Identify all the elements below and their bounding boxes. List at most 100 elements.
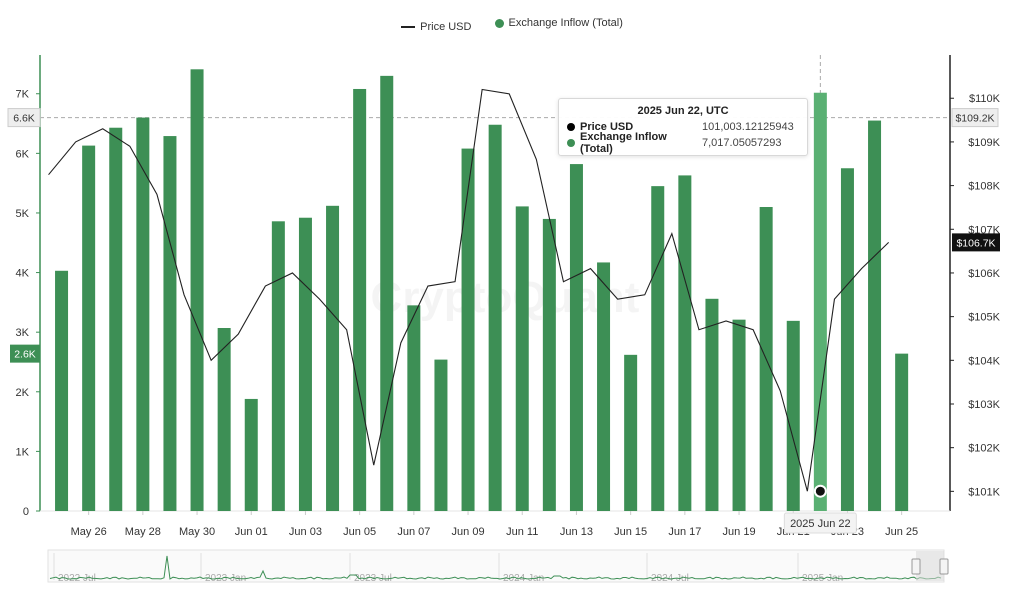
inflow-bar[interactable] <box>217 328 231 511</box>
tooltip-row-price: Price USD 101,003.12125943 <box>567 120 807 133</box>
x-tick-label: Jun 19 <box>723 526 756 538</box>
inflow-bar[interactable] <box>82 145 96 511</box>
hover-tooltip: 2025 Jun 22, UTC Price USD 101,003.12125… <box>558 98 808 156</box>
crosshair-left-label-box <box>7 108 41 128</box>
right-tick-label: $106K <box>968 268 1000 280</box>
inflow-bar[interactable] <box>326 205 340 511</box>
inflow-bar[interactable] <box>678 175 692 511</box>
price-dot-icon <box>567 122 575 131</box>
x-tick-label: Jun 05 <box>343 526 376 538</box>
navigator-series <box>49 555 942 580</box>
x-tick-label: Jun 25 <box>885 526 918 538</box>
right-tick-label: $103K <box>968 399 1000 411</box>
legend-item-inflow[interactable]: Exchange Inflow (Total) <box>494 17 623 29</box>
x-tick-label: Jun 17 <box>668 526 701 538</box>
left-tick-label: 3K <box>16 327 30 339</box>
legend: Price USD Exchange Inflow (Total) <box>0 17 1024 33</box>
inflow-bar[interactable] <box>542 218 556 511</box>
crosshair-right-label: $109.2K <box>955 113 994 125</box>
x-tick-label: May 26 <box>71 526 107 538</box>
left-tick-label: 7K <box>16 89 30 101</box>
x-tick-label: Jun 01 <box>235 526 268 538</box>
inflow-bar[interactable] <box>624 354 638 511</box>
right-tick-label: $107K <box>968 224 1000 236</box>
x-tick-label: Jun 13 <box>560 526 593 538</box>
x-tick-label: Jun 07 <box>397 526 430 538</box>
inflow-bar[interactable] <box>651 186 665 511</box>
inflow-bar[interactable] <box>732 319 746 511</box>
x-tick-label: Jun 03 <box>289 526 322 538</box>
inflow-bar[interactable] <box>840 168 854 512</box>
inflow-bar[interactable] <box>569 164 583 512</box>
right-tick-label: $102K <box>968 443 1000 455</box>
inflow-bar[interactable] <box>55 270 69 511</box>
left-value-marker-label: 2.6K <box>14 349 36 361</box>
legend-label-inflow: Exchange Inflow (Total) <box>508 17 623 29</box>
price-line <box>48 88 890 492</box>
inflow-bar[interactable] <box>895 353 909 511</box>
navigator-handle-right[interactable] <box>939 558 949 575</box>
inflow-bar[interactable] <box>244 398 258 511</box>
left-tick-label: 0 <box>23 506 29 518</box>
right-tick-label: $105K <box>968 312 1000 324</box>
inflow-bar[interactable] <box>515 206 529 511</box>
tooltip-label: Exchange Inflow (Total) <box>580 130 667 155</box>
inflow-bar[interactable] <box>353 88 367 511</box>
navigator-selection[interactable] <box>916 551 944 581</box>
right-tick-label: $101K <box>968 486 1000 498</box>
tooltip-row-inflow: Exchange Inflow (Total) 7,017.05057293 <box>567 131 807 155</box>
dot-swatch-icon <box>494 18 504 28</box>
crosshair-right-label-box <box>951 108 999 128</box>
inflow-bar[interactable] <box>786 320 800 511</box>
inflow-bar[interactable] <box>705 298 719 511</box>
crosshair-left-label: 6.6K <box>13 113 35 125</box>
crosshair-x-label: 2025 Jun 22 <box>790 518 851 530</box>
legend-item-price[interactable]: Price USD <box>401 21 471 33</box>
tooltip-value: 7,017.05057293 <box>702 136 782 149</box>
tooltip-title: 2025 Jun 22, UTC <box>637 105 729 117</box>
inflow-dot-icon <box>567 138 575 147</box>
legend-label-price: Price USD <box>420 20 472 33</box>
x-tick-label: May 28 <box>125 526 161 538</box>
right-value-marker-label: $106.7K <box>956 237 995 249</box>
inflow-bar[interactable] <box>434 359 448 511</box>
x-tick-label: May 30 <box>179 526 215 538</box>
inflow-bar[interactable] <box>109 127 123 512</box>
left-value-marker <box>10 344 40 363</box>
left-tick-label: 1K <box>16 446 30 458</box>
price-hover-point <box>813 484 827 498</box>
inflow-bar[interactable] <box>597 262 611 511</box>
right-tick-label: $110K <box>969 93 1001 105</box>
inflow-bar[interactable] <box>868 120 882 511</box>
navigator-handle-left[interactable] <box>911 558 921 575</box>
inflow-bar[interactable] <box>813 92 827 512</box>
x-tick-label: Jun 15 <box>614 526 647 538</box>
navigator-label: 2023 Jan <box>205 573 246 584</box>
right-value-marker <box>952 233 1000 252</box>
left-tick-label: 2K <box>16 387 30 399</box>
left-tick-label: 4K <box>16 268 30 280</box>
tooltip-label: Price USD <box>580 120 634 133</box>
right-tick-label: $109K <box>968 137 1000 149</box>
right-tick-label: $104K <box>968 355 1000 367</box>
left-tick-label: 6K <box>16 148 30 160</box>
navigator[interactable]: 2022 Jul 2023 Jan 2023 Jul 2024 Jan 2024 Jul… <box>47 549 949 584</box>
inflow-bar[interactable] <box>163 136 177 512</box>
left-tick-label: 5K <box>16 208 30 220</box>
navigator-frame <box>47 549 945 583</box>
inflow-bar[interactable] <box>407 305 421 511</box>
inflow-bar[interactable] <box>271 221 285 511</box>
inflow-bar[interactable] <box>488 124 502 511</box>
inflow-bar[interactable] <box>190 69 204 512</box>
inflow-bar[interactable] <box>298 217 312 511</box>
inflow-bar[interactable] <box>380 75 394 512</box>
inflow-bar[interactable] <box>461 148 475 511</box>
inflow-bar[interactable] <box>136 117 150 512</box>
x-tick-label: Jun 11 <box>506 526 538 538</box>
x-tick-label: Jun 09 <box>452 526 485 538</box>
right-tick-label: $108K <box>968 181 1000 193</box>
line-swatch-icon <box>401 26 416 28</box>
tooltip-value: 101,003.12125943 <box>702 120 794 133</box>
